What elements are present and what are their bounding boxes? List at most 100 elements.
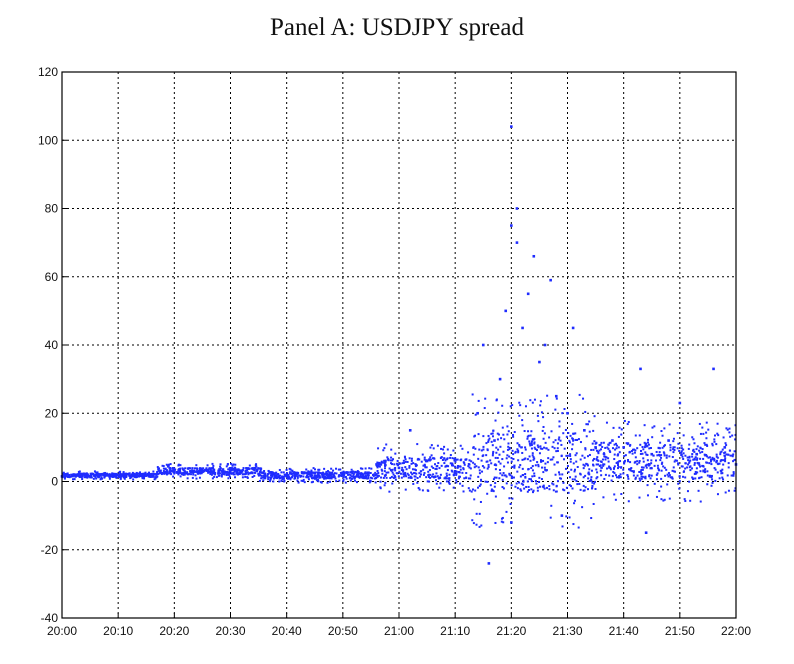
data-point — [502, 450, 505, 453]
data-point — [539, 485, 542, 488]
data-point — [63, 473, 66, 476]
data-point — [445, 472, 448, 475]
data-point — [613, 453, 616, 456]
data-point — [678, 487, 681, 490]
data-point — [529, 434, 532, 437]
data-point — [639, 452, 642, 455]
data-point — [660, 477, 663, 480]
data-point — [524, 457, 527, 460]
data-point — [446, 448, 449, 451]
data-point — [481, 343, 485, 347]
data-point — [459, 459, 462, 462]
data-point — [514, 485, 517, 488]
data-point — [517, 481, 520, 484]
data-point — [299, 475, 302, 478]
data-point — [410, 459, 413, 462]
data-point — [590, 469, 593, 472]
data-point — [457, 477, 460, 480]
data-point — [478, 525, 481, 528]
data-point — [661, 446, 664, 449]
data-point — [455, 458, 458, 461]
data-point — [119, 477, 122, 480]
data-point — [727, 489, 730, 492]
data-point — [618, 451, 621, 454]
data-point — [559, 439, 562, 442]
data-point — [437, 462, 440, 465]
data-point — [195, 467, 198, 470]
data-point — [78, 472, 81, 475]
data-point — [409, 475, 412, 478]
data-point — [554, 408, 557, 411]
data-point — [487, 439, 490, 442]
data-point — [695, 452, 698, 456]
data-point — [649, 467, 652, 470]
data-point — [631, 470, 634, 473]
data-point — [316, 475, 319, 478]
data-point — [404, 488, 407, 491]
data-point — [658, 490, 661, 493]
data-point — [380, 460, 383, 463]
data-point — [660, 456, 663, 459]
data-point — [688, 456, 691, 459]
data-point — [214, 473, 217, 476]
data-point — [671, 469, 674, 472]
data-point — [315, 477, 318, 480]
data-point — [196, 471, 199, 474]
data-point — [627, 420, 630, 423]
data-point — [676, 432, 679, 435]
data-point — [364, 476, 367, 479]
data-point — [346, 471, 349, 474]
data-point — [722, 478, 725, 481]
data-point — [281, 475, 284, 478]
data-point — [149, 475, 152, 478]
data-point — [362, 474, 365, 477]
data-point — [261, 476, 264, 479]
data-point — [638, 496, 641, 499]
data-point — [342, 474, 345, 477]
data-point — [641, 452, 644, 455]
data-point — [599, 460, 602, 463]
data-point — [417, 486, 420, 489]
data-point — [458, 471, 461, 474]
data-point — [203, 468, 206, 471]
data-point — [494, 495, 497, 498]
data-point — [296, 475, 299, 478]
data-point — [724, 451, 727, 454]
data-point — [436, 444, 439, 447]
data-point — [321, 472, 324, 475]
data-point — [538, 452, 541, 455]
data-point — [437, 477, 440, 480]
data-point — [734, 438, 737, 441]
data-point — [402, 459, 405, 462]
data-point — [311, 474, 314, 477]
data-point — [377, 462, 380, 465]
data-point — [617, 476, 620, 479]
data-point — [569, 434, 572, 437]
data-point — [686, 466, 689, 469]
data-point — [398, 470, 401, 473]
data-point — [518, 466, 521, 469]
data-point — [681, 465, 684, 468]
data-point — [682, 470, 685, 473]
data-point — [594, 487, 597, 490]
data-point — [458, 475, 461, 478]
data-point — [639, 367, 642, 371]
data-point — [314, 468, 317, 471]
data-point — [553, 463, 556, 466]
data-point — [327, 476, 330, 479]
data-point — [501, 426, 504, 429]
data-point — [194, 474, 197, 477]
data-point — [73, 473, 76, 476]
data-point — [540, 460, 543, 463]
x-tick-label: 21:40 — [609, 624, 639, 638]
data-point — [296, 473, 299, 476]
data-point — [474, 489, 477, 492]
data-point — [526, 490, 529, 493]
data-point — [684, 454, 687, 457]
data-point — [148, 473, 151, 476]
data-point — [501, 486, 504, 489]
data-point — [549, 516, 552, 519]
data-point — [230, 467, 233, 470]
data-point — [394, 466, 397, 469]
data-point — [273, 472, 276, 475]
